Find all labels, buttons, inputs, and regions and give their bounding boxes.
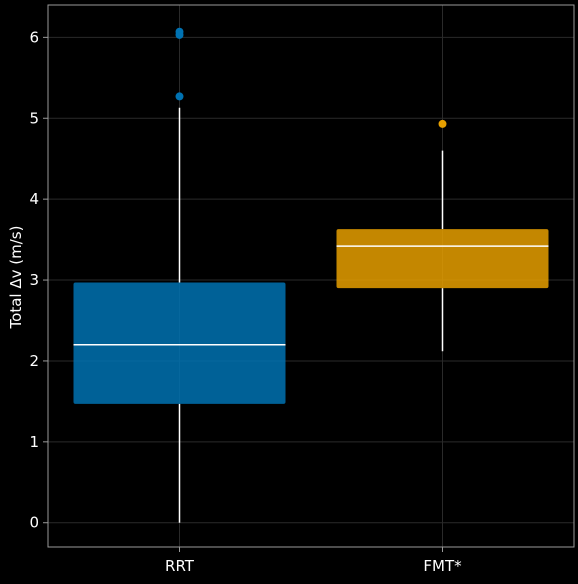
y-tick-label: 1 [29, 433, 39, 451]
outlier-point [175, 92, 184, 101]
box-group-fmt [336, 119, 549, 352]
outlier-point [438, 119, 447, 128]
y-tick-label: 5 [29, 109, 39, 127]
iqr-box [73, 282, 286, 404]
axis-ticks: 0 1 2 3 4 5 6 RRT FMT* [29, 28, 462, 575]
iqr-box [336, 229, 549, 289]
y-axis-label: Total Δv (m/s) [7, 226, 25, 330]
x-tick-label: FMT* [423, 557, 462, 575]
y-tick-label: 6 [29, 28, 39, 46]
y-tick-label: 4 [29, 190, 39, 208]
box-series [73, 27, 549, 523]
plot-frame [47, 4, 575, 548]
x-tick-label: RRT [165, 557, 195, 575]
outlier-point [175, 27, 184, 36]
y-tick-label: 3 [29, 271, 39, 289]
box-group-rrt [73, 27, 286, 523]
y-tick-label: 2 [29, 352, 39, 370]
y-tick-label: 0 [29, 514, 39, 532]
